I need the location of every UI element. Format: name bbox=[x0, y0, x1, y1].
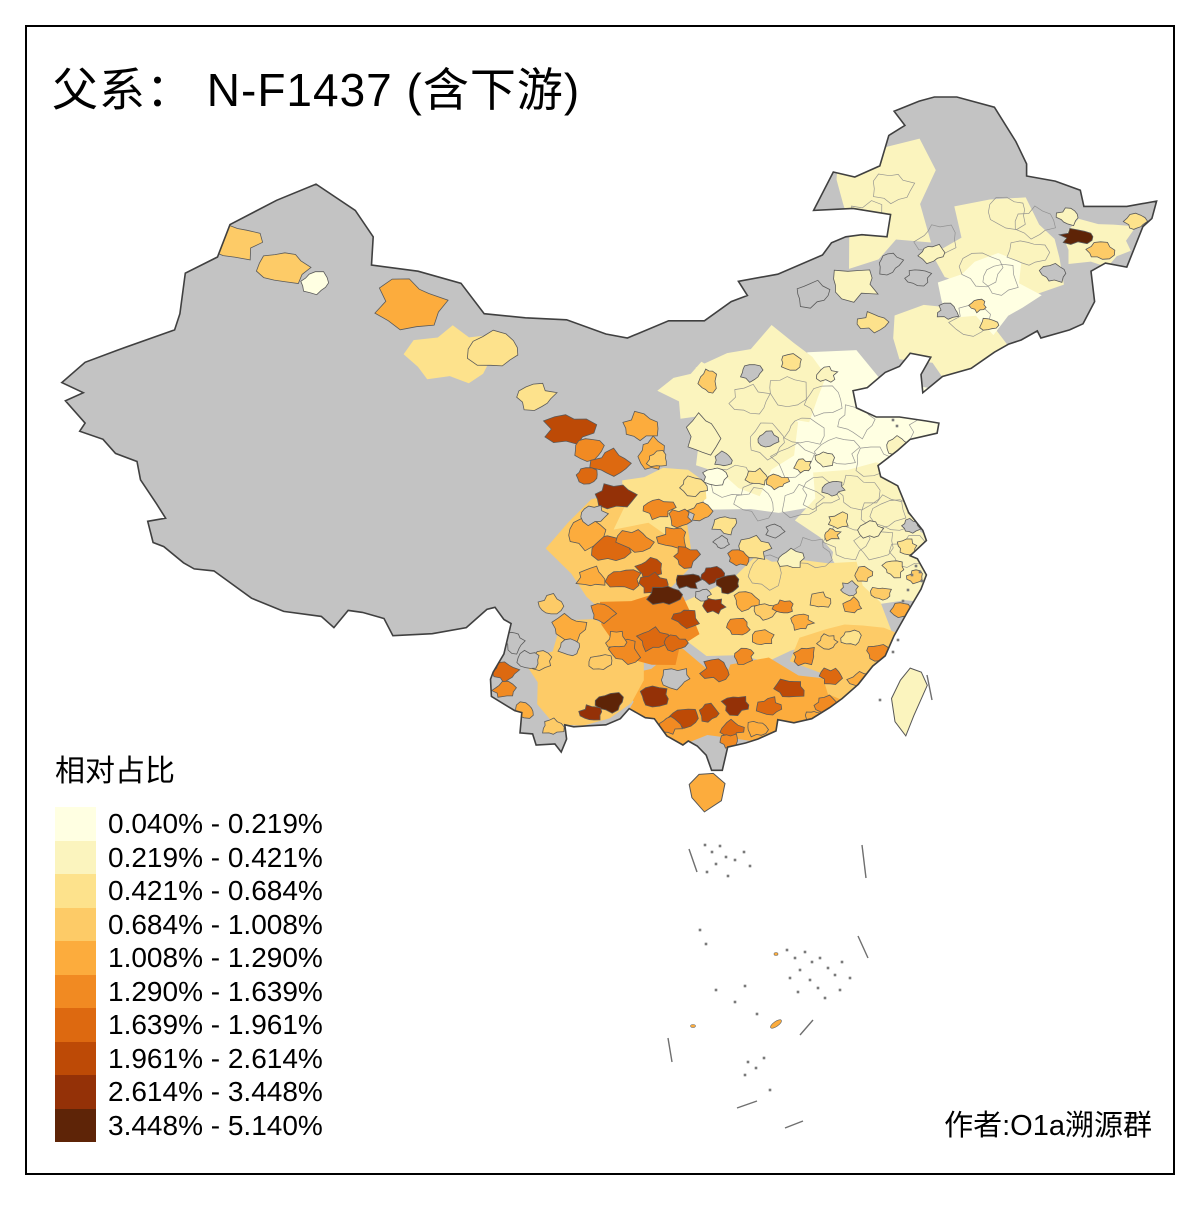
legend-row: 1.290% - 1.639% bbox=[55, 974, 323, 1008]
legend-row: 1.961% - 2.614% bbox=[55, 1041, 323, 1075]
legend-title: 相对占比 bbox=[55, 755, 175, 788]
legend-row: 3.448% - 5.140% bbox=[55, 1108, 323, 1142]
legend-label: 3.448% - 5.140% bbox=[108, 1109, 323, 1141]
legend-row: 0.040% - 0.219% bbox=[55, 807, 323, 841]
legend-row: 1.008% - 1.290% bbox=[55, 941, 323, 975]
legend-swatch bbox=[55, 1041, 96, 1075]
legend-row: 0.684% - 1.008% bbox=[55, 907, 323, 941]
legend-label: 0.040% - 0.219% bbox=[108, 808, 323, 839]
legend-swatch bbox=[55, 941, 96, 975]
legend-swatch bbox=[55, 1008, 96, 1042]
legend-swatch bbox=[55, 807, 96, 841]
legend-swatch bbox=[55, 1075, 96, 1109]
legend-label: 0.684% - 1.008% bbox=[108, 908, 323, 940]
legend-label: 2.614% - 3.448% bbox=[108, 1076, 323, 1107]
legend-row: 1.639% - 1.961% bbox=[55, 1008, 323, 1042]
attribution: 作者:O1a溯源群 bbox=[944, 1110, 1152, 1142]
plot-frame bbox=[25, 25, 1175, 1175]
legend-label: 0.219% - 0.421% bbox=[108, 841, 323, 873]
legend-row: 0.219% - 0.421% bbox=[55, 840, 323, 874]
legend-row: 0.421% - 0.684% bbox=[55, 874, 323, 908]
legend-rows: 0.040% - 0.219% 0.219% - 0.421% 0.421% - 0… bbox=[55, 807, 323, 1142]
legend-swatch bbox=[55, 840, 96, 874]
legend-label: 1.639% - 1.961% bbox=[108, 1009, 323, 1040]
legend-row: 2.614% - 3.448% bbox=[55, 1075, 323, 1109]
legend-swatch bbox=[55, 874, 96, 908]
legend-label: 1.961% - 2.614% bbox=[108, 1042, 323, 1074]
legend-label: 1.290% - 1.639% bbox=[108, 975, 323, 1007]
legend-label: 0.421% - 0.684% bbox=[108, 875, 323, 906]
legend-label: 1.008% - 1.290% bbox=[108, 942, 323, 973]
legend-swatch bbox=[55, 974, 96, 1008]
legend: 相对占比 0.040% - 0.219% 0.219% - 0.421% 0.421… bbox=[55, 746, 323, 1142]
map-title: 父系： N-F1437 (含下游) bbox=[52, 64, 581, 116]
legend-swatch bbox=[55, 907, 96, 941]
legend-swatch bbox=[55, 1108, 96, 1142]
